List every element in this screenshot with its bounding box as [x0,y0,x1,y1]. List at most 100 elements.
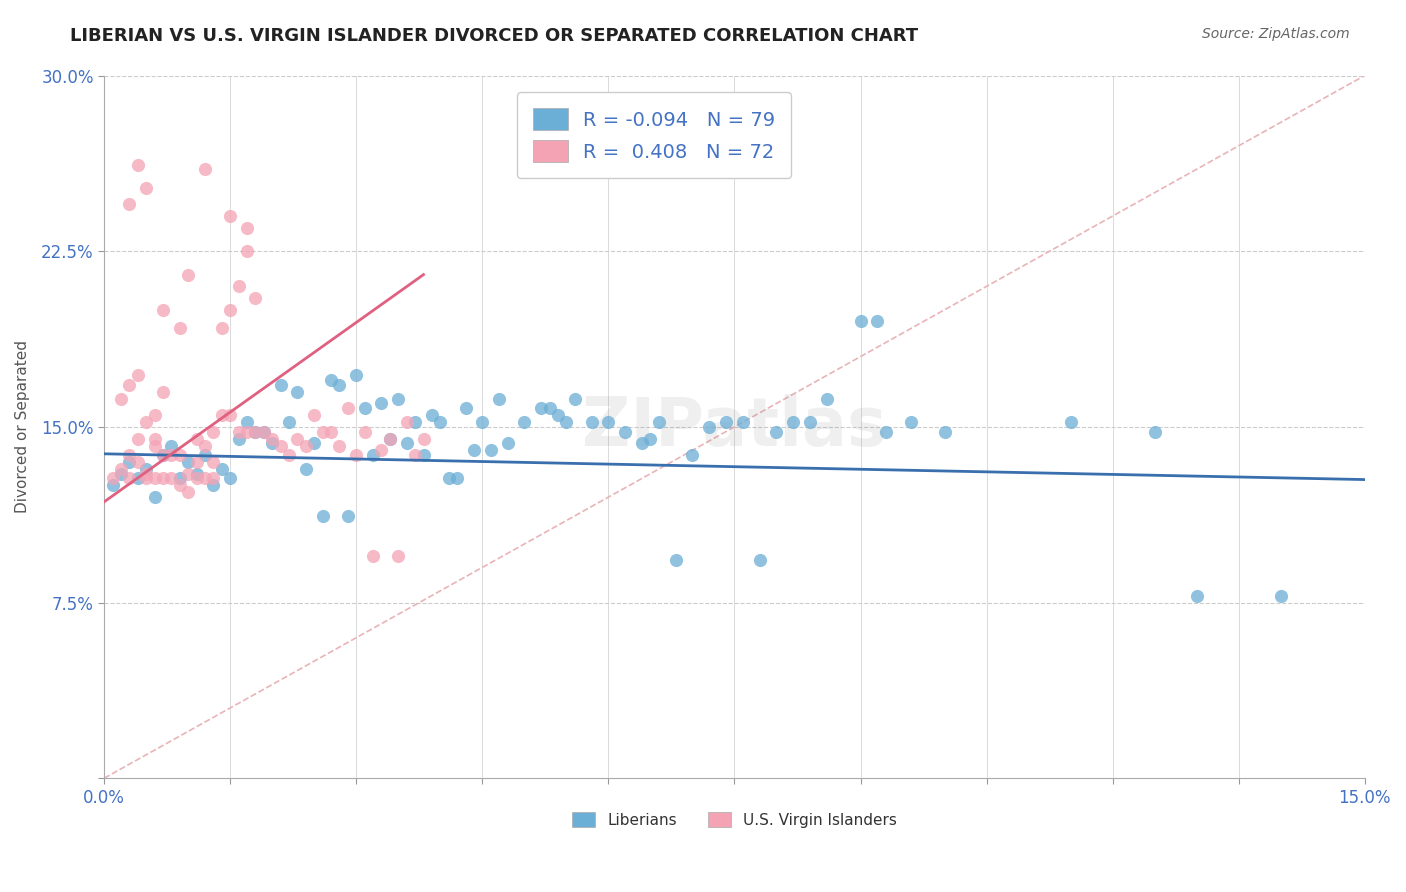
Point [228,279,250,293]
Point [420,408,443,422]
Point [564,392,586,406]
Point [581,415,603,429]
Point [378,432,401,446]
Point [387,549,409,563]
Point [547,408,569,422]
Point [219,209,242,223]
Point [211,408,233,422]
Point [344,448,367,462]
Point [344,368,367,383]
Point [118,471,141,485]
Point [177,268,200,282]
Point [513,415,536,429]
Point [219,408,242,422]
Point [353,425,375,439]
Point [127,432,149,446]
Point [387,392,409,406]
Point [211,321,233,335]
Point [598,415,620,429]
Point [160,471,183,485]
Point [765,425,787,439]
Point [160,439,183,453]
Point [245,291,267,305]
Point [304,436,326,450]
Point [614,425,637,439]
Point [270,439,292,453]
Point [370,443,392,458]
Point [194,448,217,462]
Point [361,549,384,563]
Point [186,467,208,481]
Point [278,448,301,462]
Point [219,471,242,485]
Point [143,408,166,422]
Point [152,448,174,462]
Point [395,436,418,450]
Point [934,425,956,439]
Point [731,415,754,429]
Point [186,455,208,469]
Point [311,508,333,523]
Point [110,467,132,481]
Point [270,377,292,392]
Point [319,425,342,439]
Point [538,401,561,416]
Point [262,432,284,446]
Point [429,415,451,429]
Point [488,392,510,406]
Point [336,401,359,416]
Point [169,471,191,485]
Point [799,415,821,429]
Point [361,448,384,462]
Point [446,471,468,485]
Point [849,314,872,328]
Point [160,448,183,462]
Point [177,485,200,500]
Point [1143,425,1166,439]
Point [1185,589,1208,603]
Point [127,471,149,485]
Point [118,455,141,469]
Point [135,462,157,476]
Point [194,162,217,177]
Point [471,415,494,429]
Point [177,467,200,481]
Point [866,314,889,328]
Point [336,508,359,523]
Point [127,368,149,383]
Point [118,197,141,211]
Text: LIBERIAN VS U.S. VIRGIN ISLANDER DIVORCED OR SEPARATED CORRELATION CHART: LIBERIAN VS U.S. VIRGIN ISLANDER DIVORCE… [70,27,918,45]
Point [437,471,460,485]
Point [118,448,141,462]
Point [152,471,174,485]
Point [304,408,326,422]
Point [378,432,401,446]
Point [370,396,392,410]
Point [648,415,671,429]
Point [278,415,301,429]
Point [169,478,191,492]
Point [135,415,157,429]
Point [404,448,426,462]
Point [815,392,838,406]
Point [118,377,141,392]
Point [253,425,276,439]
Point [186,432,208,446]
Point [530,401,553,416]
Legend: Liberians, U.S. Virgin Islanders: Liberians, U.S. Virgin Islanders [567,805,903,834]
Point [900,415,922,429]
Point [228,425,250,439]
Point [143,439,166,453]
Point [479,443,502,458]
Point [202,455,225,469]
Point [328,377,350,392]
Point [697,420,720,434]
Point [245,425,267,439]
Point [169,321,191,335]
Point [135,181,157,195]
Point [143,490,166,504]
Point [169,448,191,462]
Text: Source: ZipAtlas.com: Source: ZipAtlas.com [1202,27,1350,41]
Point [640,432,662,446]
Point [287,432,309,446]
